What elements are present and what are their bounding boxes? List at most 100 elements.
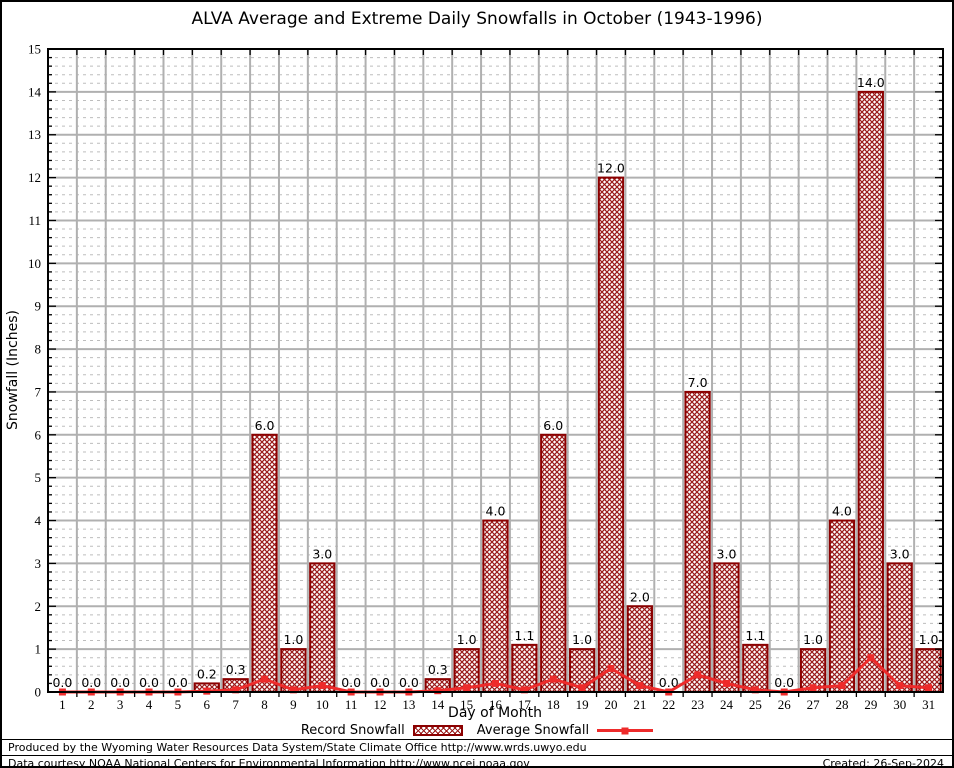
y-tick-label: 9 [35, 299, 42, 314]
record-snowfall-bar-day-9 [280, 648, 307, 694]
bar-value-label-day-2: 0.0 [81, 675, 101, 690]
chart-title: ALVA Average and Extreme Daily Snowfalls… [191, 9, 763, 29]
bar-value-label-day-11: 0.0 [341, 675, 361, 690]
average-marker-day-30 [896, 682, 904, 690]
x-tick-label-day-8: 8 [261, 697, 268, 712]
x-tick-label-day-21: 21 [633, 697, 646, 712]
bar-value-label-day-9: 1.0 [283, 632, 303, 647]
x-axis-title: Day of Month [448, 705, 542, 721]
x-tick-label-day-2: 2 [88, 697, 95, 712]
record-snowfall-bar-day-18 [540, 433, 567, 693]
record-snowfall-bar-day-20 [597, 176, 625, 694]
bar-value-label-day-25: 1.1 [745, 628, 765, 643]
bar-value-label-day-4: 0.0 [139, 675, 159, 690]
x-tick-label-day-6: 6 [204, 697, 211, 712]
x-tick-label-day-12: 12 [374, 697, 387, 712]
average-marker-day-21 [636, 682, 644, 690]
x-tick-label-day-23: 23 [691, 697, 704, 712]
y-axis-title: Snowfall (Inches) [5, 310, 21, 430]
x-tick-label-day-26: 26 [778, 697, 792, 712]
x-tick-label-day-29: 29 [864, 697, 877, 712]
y-tick-label: 4 [35, 513, 42, 528]
footer-divider-top [2, 739, 952, 740]
bar-value-label-day-31: 1.0 [919, 632, 939, 647]
x-tick-label-day-18: 18 [547, 697, 560, 712]
footer-created-date: Created: 26-Sep-2024 [822, 757, 944, 768]
legend: Record Snowfall Average Snowfall [2, 723, 952, 738]
bar-value-label-day-27: 1.0 [803, 632, 823, 647]
x-tick-label-day-3: 3 [117, 697, 124, 712]
bar-value-label-day-22: 0.0 [659, 675, 679, 690]
bar-value-label-day-17: 1.1 [514, 628, 534, 643]
legend-record-swatch [412, 725, 463, 736]
average-marker-day-8 [261, 675, 269, 683]
record-snowfall-bar-day-21 [626, 605, 653, 693]
y-tick-label: 5 [35, 470, 42, 485]
y-tick-label: 12 [28, 170, 41, 185]
bar-value-label-day-23: 7.0 [688, 375, 708, 390]
x-tick-label-day-13: 13 [402, 697, 415, 712]
record-snowfall-bar-day-29 [857, 90, 884, 694]
y-tick-label: 15 [28, 42, 41, 57]
record-snowfall-bar-day-8 [251, 433, 278, 693]
plot-border [47, 48, 944, 693]
bar-value-label-day-6: 0.2 [197, 666, 217, 681]
y-tick-label: 7 [35, 384, 42, 399]
x-tick-label-day-31: 31 [922, 697, 935, 712]
bar-value-label-day-20: 12.0 [597, 161, 625, 176]
record-snowfall-bar-day-25 [742, 643, 769, 694]
record-snowfall-bar-day-23 [684, 390, 711, 693]
bar-value-label-day-14: 0.3 [428, 662, 448, 677]
bar-value-label-day-26: 0.0 [774, 675, 794, 690]
x-tick-label-day-24: 24 [720, 697, 734, 712]
average-marker-day-27 [809, 684, 817, 692]
x-tick-label-day-1: 1 [59, 697, 66, 712]
x-tick-label-day-27: 27 [807, 697, 821, 712]
average-marker-day-25 [751, 686, 759, 694]
plot-svg: 0.0 0.0 0.0 0.0 0.0 0.2 0.3 6.0 1.0 3.0 0.0 0.0 0.0 0… [28, 42, 944, 712]
bar-value-label-day-5: 0.0 [168, 675, 188, 690]
average-marker-day-28 [838, 682, 846, 690]
bar-value-label-day-28: 4.0 [832, 504, 852, 519]
x-tick-label-day-22: 22 [662, 697, 675, 712]
footer-data-courtesy: Data courtesy NOAA National Centers for … [8, 757, 530, 768]
bar-value-label-day-3: 0.0 [110, 675, 130, 690]
bar-value-label-day-10: 3.0 [312, 546, 332, 561]
bar-value-label-day-1: 0.0 [52, 675, 72, 690]
legend-record-label: Record Snowfall [300, 723, 405, 738]
y-tick-label: 11 [28, 213, 41, 228]
bar-value-label-day-12: 0.0 [370, 675, 390, 690]
x-tick-label-day-30: 30 [893, 697, 906, 712]
x-tick-label-day-14: 14 [431, 697, 445, 712]
bar-value-label-day-8: 6.0 [255, 418, 275, 433]
record-snowfall-bar-day-28 [828, 519, 856, 693]
legend-line-marker-icon [621, 727, 629, 734]
legend-average-label: Average Snowfall [476, 723, 590, 738]
footer-divider-bottom [2, 755, 952, 756]
average-marker-day-9 [289, 686, 297, 694]
bar-value-label-day-15: 1.0 [457, 632, 477, 647]
average-marker-day-18 [549, 675, 557, 683]
y-tick-label: 6 [35, 427, 42, 442]
x-tick-label-day-25: 25 [749, 697, 762, 712]
average-marker-day-10 [318, 682, 326, 690]
footer-produced-by: Produced by the Wyoming Water Resources … [8, 741, 587, 754]
bar-value-label-day-13: 0.0 [399, 675, 419, 690]
x-tick-label-day-19: 19 [576, 697, 589, 712]
record-snowfall-bar-day-10 [309, 562, 336, 694]
legend-item-average: Average Snowfall [476, 723, 654, 738]
y-tick-label: 14 [28, 84, 42, 99]
average-marker-day-16 [492, 679, 499, 687]
record-snowfall-bar-day-24 [713, 562, 740, 694]
y-tick-label: 1 [35, 642, 42, 657]
average-marker-day-15 [463, 684, 471, 692]
record-snowfall-bar-day-17 [511, 643, 538, 694]
y-tick-label: 3 [35, 556, 42, 571]
y-tick-label: 2 [35, 599, 42, 614]
y-tick-label: 13 [28, 127, 41, 142]
average-marker-day-17 [520, 686, 528, 694]
average-marker-day-7 [232, 686, 240, 694]
y-tick-label: 0 [35, 685, 42, 700]
record-snowfall-bar-day-16 [482, 519, 509, 693]
